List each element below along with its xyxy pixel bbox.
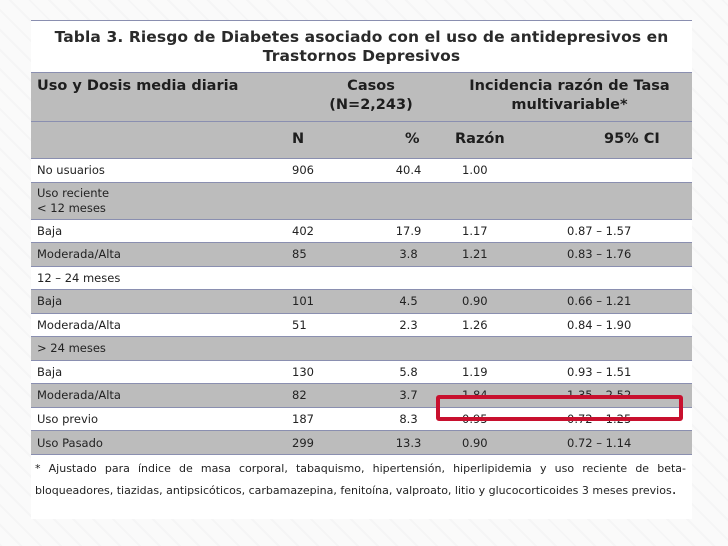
table-row: > 24 meses — [31, 336, 692, 360]
cell-n — [286, 336, 361, 360]
cell-ci: 0.84 – 1.90 — [561, 312, 692, 337]
cell-pct: 4.5 — [361, 289, 456, 313]
row-label: Uso Pasado — [31, 430, 286, 454]
table-row: Uso Pasado 299 13.3 0.90 0.72 – 1.14 — [31, 430, 692, 454]
header-pct: % — [405, 131, 420, 147]
cell-ratio: 1.26 — [456, 312, 561, 337]
cell-ratio — [456, 181, 561, 219]
row-label: Moderada/Alta — [31, 242, 286, 266]
row-label: Baja — [31, 359, 286, 384]
row-label: Moderada/Alta — [31, 312, 286, 337]
table-row: No usuarios 906 40.4 1.00 — [31, 158, 692, 182]
cell-pct: 2.3 — [361, 312, 456, 337]
data-table: No usuarios 906 40.4 1.00 Uso reciente <… — [31, 158, 692, 454]
cell-ratio: 1.21 — [456, 242, 561, 266]
cell-ci: 0.93 – 1.51 — [561, 359, 692, 384]
footnote-text: * Ajustado para índice de masa corporal,… — [35, 462, 686, 497]
table-title: Tabla 3. Riesgo de Diabetes asociado con… — [31, 20, 692, 72]
cell-pct — [361, 336, 456, 360]
row-label: Uso reciente < 12 meses — [31, 181, 286, 219]
cell-ratio: 1.19 — [456, 359, 561, 384]
cell-ratio: 0.90 — [456, 289, 561, 313]
table-row: Moderada/Alta 51 2.3 1.26 0.84 – 1.90 — [31, 312, 692, 337]
header-casos-line2: (N=2,243) — [329, 97, 413, 113]
header-incidencia: Incidencia razón de Tasa multivariable* — [451, 77, 688, 115]
header-casos-line1: Casos — [347, 78, 395, 94]
cell-pct: 17.9 — [361, 218, 456, 243]
highlight-box — [436, 395, 683, 421]
table-row: 12 – 24 meses — [31, 265, 692, 290]
cell-ci — [561, 181, 692, 219]
footnote-end: . — [671, 480, 677, 498]
cell-pct: 40.4 — [361, 158, 456, 182]
cell-ratio: 1.00 — [456, 158, 561, 182]
cell-n: 130 — [286, 359, 361, 384]
cell-n — [286, 181, 361, 219]
cell-ratio: 1.17 — [456, 218, 561, 243]
cell-ci: 0.72 – 1.14 — [561, 430, 692, 454]
cell-pct: 5.8 — [361, 359, 456, 384]
header-razon: Razón — [455, 131, 505, 147]
row-label: No usuarios — [31, 158, 286, 182]
table-row: Baja 101 4.5 0.90 0.66 – 1.21 — [31, 289, 692, 313]
cell-ratio — [456, 336, 561, 360]
table-row: Baja 130 5.8 1.19 0.93 – 1.51 — [31, 359, 692, 384]
cell-n: 82 — [286, 383, 361, 407]
cell-ratio — [456, 265, 561, 290]
row-label: > 24 meses — [31, 336, 286, 360]
row-label: Baja — [31, 289, 286, 313]
header-ci: 95% CI — [604, 131, 660, 147]
cell-pct — [361, 181, 456, 219]
cell-pct: 13.3 — [361, 430, 456, 454]
table-slide: Tabla 3. Riesgo de Diabetes asociado con… — [31, 20, 692, 519]
cell-ci — [561, 265, 692, 290]
header-incidencia-line1: Incidencia razón de Tasa — [469, 78, 670, 94]
row-label-line1: Uso reciente — [37, 185, 110, 200]
cell-n: 51 — [286, 312, 361, 337]
row-label: Moderada/Alta — [31, 383, 286, 407]
cell-ci: 0.87 – 1.57 — [561, 218, 692, 243]
header-n: N — [292, 131, 305, 147]
table-row: Uso reciente < 12 meses — [31, 181, 692, 219]
cell-ci: 0.83 – 1.76 — [561, 242, 692, 266]
cell-n: 402 — [286, 218, 361, 243]
cell-n: 187 — [286, 406, 361, 431]
cell-pct: 3.7 — [361, 383, 456, 407]
cell-pct: 8.3 — [361, 406, 456, 431]
header-divider — [31, 121, 692, 122]
table-row: Moderada/Alta 85 3.8 1.21 0.83 – 1.76 — [31, 242, 692, 266]
table-header: Uso y Dosis media diaria Casos (N=2,243)… — [31, 72, 692, 158]
cell-ci — [561, 158, 692, 182]
cell-n: 299 — [286, 430, 361, 454]
table-row: Moderada/Alta 82 3.7 1.84 1.35 – 2.52 — [31, 383, 692, 407]
row-label: 12 – 24 meses — [31, 265, 286, 290]
cell-ratio: 0.90 — [456, 430, 561, 454]
cell-n — [286, 265, 361, 290]
header-incidencia-line2: multivariable* — [511, 97, 628, 113]
header-casos: Casos (N=2,243) — [321, 77, 421, 115]
row-label: Baja — [31, 218, 286, 243]
cell-n: 101 — [286, 289, 361, 313]
cell-pct: 3.8 — [361, 242, 456, 266]
footnote: * Ajustado para índice de masa corporal,… — [31, 454, 692, 519]
row-label-line2: < 12 meses — [37, 200, 106, 215]
cell-n: 85 — [286, 242, 361, 266]
cell-n: 906 — [286, 158, 361, 182]
row-label: Uso previo — [31, 406, 286, 431]
cell-pct — [361, 265, 456, 290]
cell-ci: 0.66 – 1.21 — [561, 289, 692, 313]
table-row: Baja 402 17.9 1.17 0.87 – 1.57 — [31, 218, 692, 243]
cell-ci — [561, 336, 692, 360]
header-uso-dosis: Uso y Dosis media diaria — [37, 78, 239, 94]
